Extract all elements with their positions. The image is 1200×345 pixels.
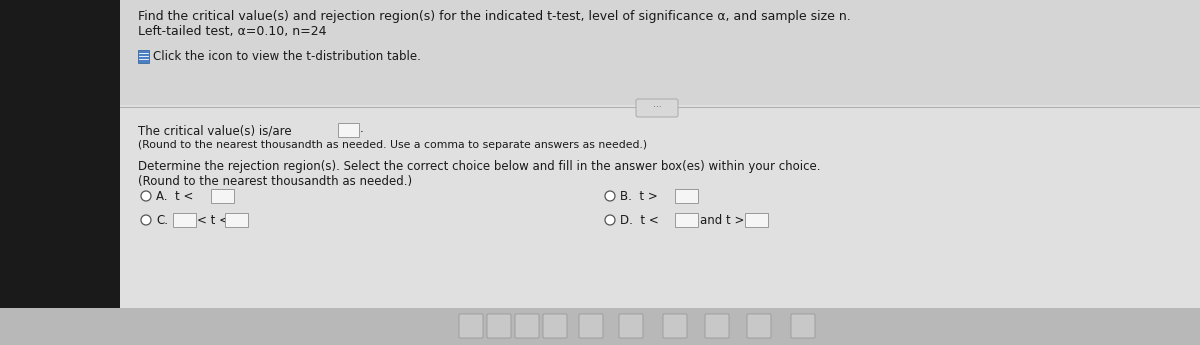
FancyBboxPatch shape — [0, 308, 1200, 345]
FancyBboxPatch shape — [173, 213, 196, 227]
FancyBboxPatch shape — [580, 314, 604, 338]
Text: (Round to the nearest thousandth as needed.): (Round to the nearest thousandth as need… — [138, 175, 412, 188]
Text: ···: ··· — [653, 104, 661, 112]
Text: (Round to the nearest thousandth as needed. Use a comma to separate answers as n: (Round to the nearest thousandth as need… — [138, 140, 647, 150]
Text: .: . — [360, 122, 364, 136]
FancyBboxPatch shape — [337, 122, 359, 137]
Text: Determine the rejection region(s). Select the correct choice below and fill in t: Determine the rejection region(s). Selec… — [138, 160, 821, 173]
Text: Click the icon to view the t-distribution table.: Click the icon to view the t-distributio… — [154, 49, 421, 62]
FancyBboxPatch shape — [0, 0, 120, 345]
Circle shape — [605, 215, 616, 225]
FancyBboxPatch shape — [674, 189, 697, 203]
FancyBboxPatch shape — [515, 314, 539, 338]
Circle shape — [142, 215, 151, 225]
Text: D.  t <: D. t < — [620, 214, 659, 227]
FancyBboxPatch shape — [458, 314, 482, 338]
Circle shape — [142, 191, 151, 201]
FancyBboxPatch shape — [706, 314, 730, 338]
FancyBboxPatch shape — [662, 314, 686, 338]
FancyBboxPatch shape — [619, 314, 643, 338]
Text: < t <: < t < — [197, 214, 229, 227]
Text: and t >: and t > — [700, 214, 744, 227]
FancyBboxPatch shape — [744, 213, 768, 227]
FancyBboxPatch shape — [636, 99, 678, 117]
FancyBboxPatch shape — [120, 0, 1200, 105]
FancyBboxPatch shape — [138, 50, 149, 63]
FancyBboxPatch shape — [487, 314, 511, 338]
Text: Left-tailed test, α=0.10, n=24: Left-tailed test, α=0.10, n=24 — [138, 25, 326, 38]
Text: B.  t >: B. t > — [620, 189, 658, 203]
FancyBboxPatch shape — [746, 314, 772, 338]
FancyBboxPatch shape — [542, 314, 568, 338]
Circle shape — [605, 191, 616, 201]
Text: C.: C. — [156, 214, 168, 227]
Text: The critical value(s) is/are: The critical value(s) is/are — [138, 124, 292, 137]
FancyBboxPatch shape — [210, 189, 234, 203]
Text: Find the critical value(s) and rejection region(s) for the indicated t-test, lev: Find the critical value(s) and rejection… — [138, 10, 851, 23]
FancyBboxPatch shape — [224, 213, 247, 227]
FancyBboxPatch shape — [674, 213, 697, 227]
Text: A.  t <: A. t < — [156, 189, 193, 203]
FancyBboxPatch shape — [791, 314, 815, 338]
FancyBboxPatch shape — [120, 105, 1200, 345]
